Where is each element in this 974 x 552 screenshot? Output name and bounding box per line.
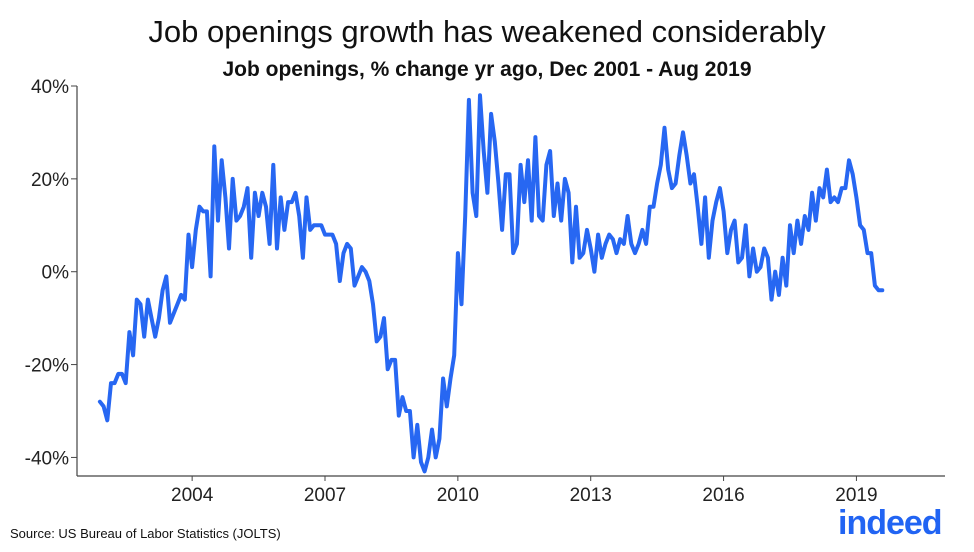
indeed-logo: indeed [838,504,943,543]
series-line-job-openings [97,93,885,474]
x-tick-label: 2010 [437,485,479,506]
y-tick-label: -40% [25,448,69,469]
x-tick-group: 2004 2007 2010 2013 2016 2019 [171,476,878,506]
y-tick-label: 40% [31,77,69,98]
chart-title: Job openings growth has weakened conside… [148,14,826,49]
chart-subtitle: Job openings, % change yr ago, Dec 2001 … [222,58,752,81]
x-tick-label: 2013 [570,485,612,506]
y-tick-label: -20% [25,356,69,377]
x-tick-label: 2016 [702,485,744,506]
source-note: Source: US Bureau of Labor Statistics (J… [10,526,281,541]
y-tick-group: -40% -20% 0% 20% 40% [25,77,77,469]
x-tick-label: 2019 [835,485,877,506]
y-tick-label: 0% [42,263,70,284]
logo-text: indeed [838,504,943,542]
x-tick-label: 2007 [304,485,346,506]
y-tick-label: 20% [31,170,69,191]
x-tick-label: 2004 [171,485,214,506]
